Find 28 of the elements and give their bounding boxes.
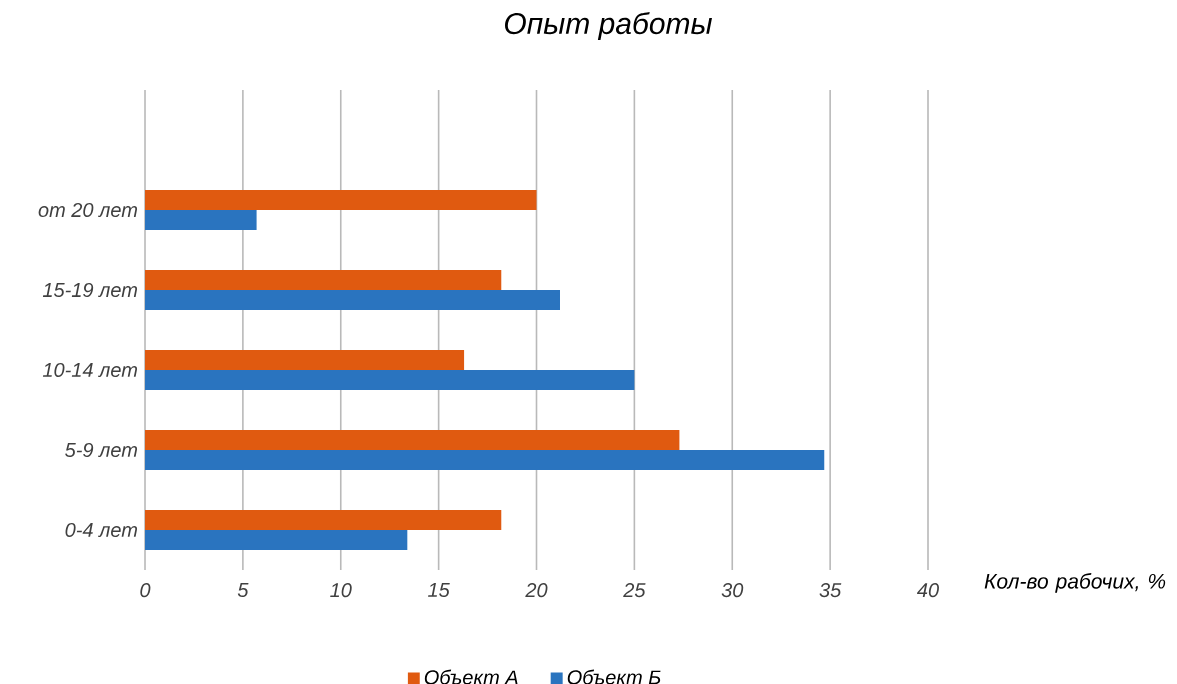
bar [145, 209, 257, 230]
y-tick-label: 15-19 лет [42, 282, 138, 298]
chart-title: Опыт работы [505, 11, 712, 41]
x-tick-label: 10 [330, 583, 352, 598]
bar [145, 529, 408, 550]
bar [145, 269, 502, 290]
bar [145, 190, 537, 210]
x-tick-label: 25 [623, 583, 646, 598]
y-tick-label: 10-14 лет [42, 362, 138, 378]
bar [145, 369, 635, 390]
x-axis-title: Кол-во рабочих, % [984, 573, 1166, 593]
y-tick-label: 5-9 лет [65, 442, 138, 458]
x-tick-label: 40 [917, 583, 939, 598]
legend-label: Объект А [424, 669, 518, 684]
bar [145, 349, 465, 370]
bar [145, 429, 680, 450]
bar [145, 289, 560, 310]
x-tick-label: 15 [428, 583, 450, 597]
y-tick-label: 0-4 лет [65, 522, 138, 538]
x-tick-label: 0 [140, 583, 151, 598]
legend-label: Объект Б [567, 669, 661, 684]
x-tick-label: 20 [525, 583, 548, 598]
x-tick-label: 5 [237, 583, 249, 597]
bar [145, 509, 502, 530]
x-tick-label: 35 [819, 583, 842, 598]
bar [145, 449, 825, 470]
y-tick-label: от 20 лет [38, 202, 138, 218]
x-tick-label: 30 [721, 583, 744, 598]
